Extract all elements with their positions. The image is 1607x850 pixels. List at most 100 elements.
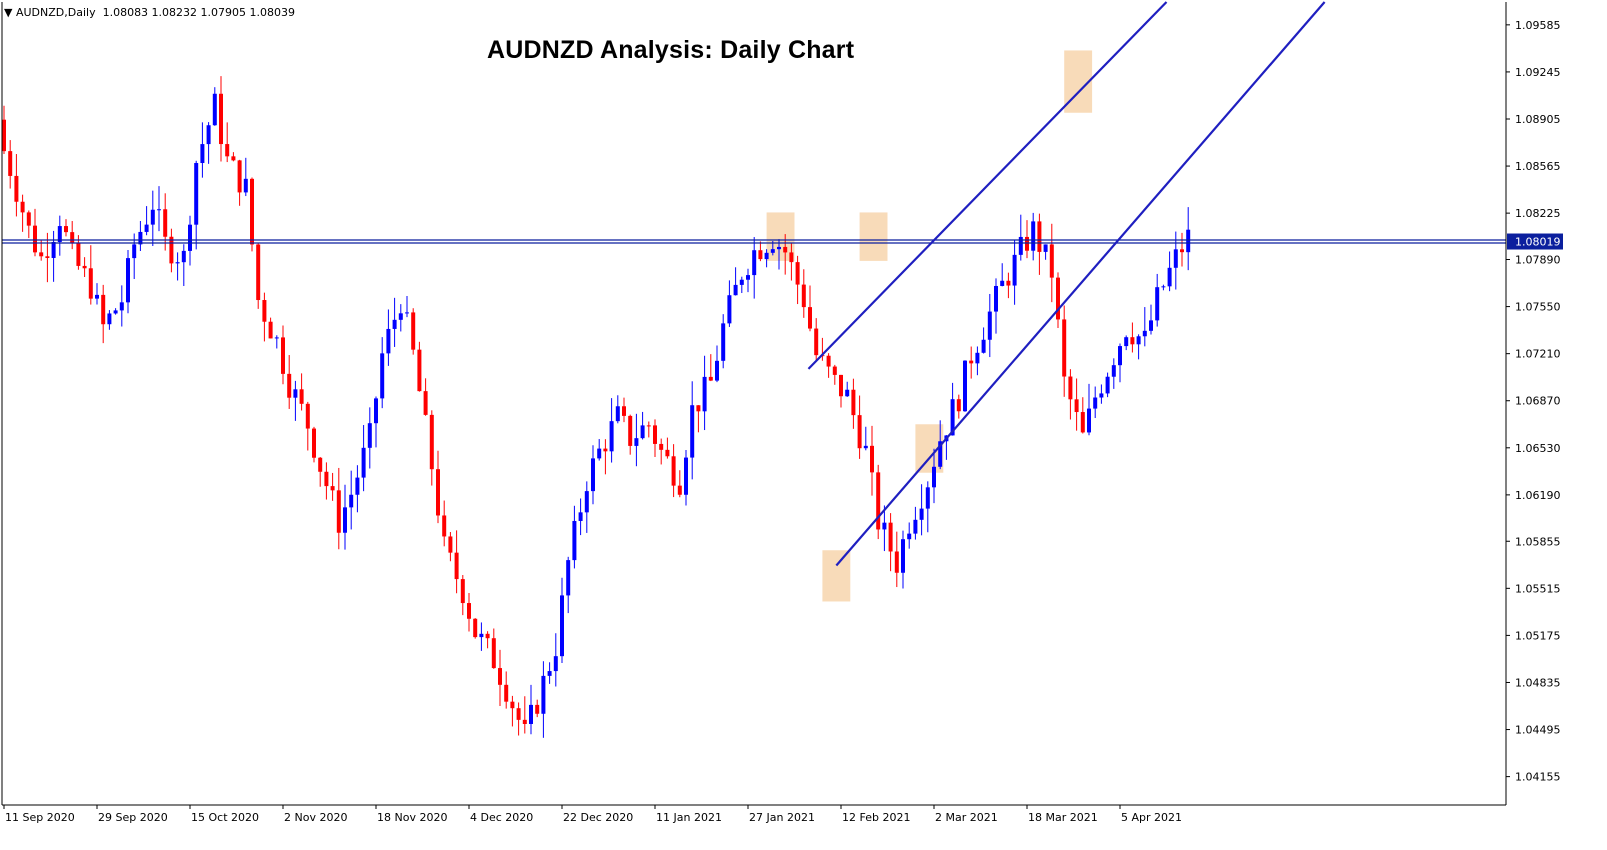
candle-body — [1006, 280, 1011, 286]
candle — [560, 577, 564, 664]
candle — [584, 481, 589, 533]
candle — [374, 396, 378, 448]
x-tick-label: 12 Feb 2021 — [842, 811, 910, 824]
candle — [1186, 207, 1191, 271]
candle — [851, 378, 856, 429]
candle — [423, 378, 428, 416]
candle-body — [653, 425, 657, 444]
y-tick-label: 1.05855 — [1515, 535, 1561, 548]
collapse-arrow-icon[interactable]: ▼ — [4, 6, 13, 19]
candle-body — [1087, 408, 1091, 433]
candle — [312, 426, 316, 463]
candle — [157, 186, 161, 232]
candle — [708, 354, 713, 382]
candle — [398, 304, 403, 332]
candle — [107, 310, 112, 330]
candle — [194, 160, 199, 250]
candle-body — [628, 415, 633, 446]
candle-body — [250, 178, 254, 245]
candle — [925, 481, 930, 533]
candle-body — [57, 226, 62, 242]
candle — [1031, 212, 1036, 261]
candle — [262, 292, 267, 342]
candle-body — [8, 151, 13, 176]
candle-body — [863, 445, 868, 449]
candle-body — [113, 310, 118, 314]
candle-body — [1043, 244, 1048, 252]
candle-body — [932, 466, 936, 488]
candle-body — [1068, 376, 1073, 400]
y-tick-label: 1.04495 — [1515, 724, 1561, 737]
candle — [150, 190, 155, 247]
candle-body — [491, 638, 496, 669]
candle-body — [814, 328, 819, 356]
candle — [677, 470, 682, 498]
candle-body — [1012, 254, 1017, 286]
candle-body — [1130, 337, 1135, 345]
candle-body — [26, 212, 31, 226]
candle-body — [479, 633, 484, 638]
candle — [684, 449, 688, 506]
candle-body — [429, 414, 434, 470]
candle — [20, 194, 25, 232]
trendline-lower-channel[interactable] — [835, 1, 1326, 567]
candle-body — [305, 403, 310, 429]
candle-body — [1056, 277, 1060, 320]
candle-body — [237, 160, 242, 193]
candle-body — [82, 265, 87, 269]
candle — [95, 283, 99, 305]
candle-body — [845, 389, 850, 397]
candle — [467, 593, 471, 632]
candle — [919, 484, 924, 536]
candle-body — [547, 671, 552, 676]
candle — [746, 268, 750, 293]
candle — [950, 382, 955, 436]
candle-body — [51, 241, 56, 258]
candle-body — [925, 487, 930, 509]
candle — [1043, 244, 1048, 260]
candle — [330, 472, 335, 501]
candle — [808, 285, 812, 332]
y-tick-label: 1.07890 — [1515, 254, 1561, 267]
candle — [541, 661, 546, 738]
candle-body — [454, 552, 459, 580]
candle — [33, 208, 37, 257]
candle-body — [169, 236, 174, 264]
candle-body — [70, 232, 75, 244]
candle — [76, 235, 81, 270]
candle — [386, 309, 391, 366]
candle-body — [45, 256, 50, 258]
candle-body — [1074, 399, 1079, 413]
y-tick-label: 1.05175 — [1515, 629, 1561, 642]
candle-body — [1093, 397, 1098, 409]
candle-body — [380, 353, 385, 399]
candle — [436, 450, 440, 524]
candle — [479, 622, 484, 651]
candle-body — [597, 448, 602, 459]
candle-body — [963, 360, 967, 412]
symbol-info-text: AUDNZD,Daily 1.08083 1.08232 1.07905 1.0… — [15, 6, 296, 19]
candle-body — [460, 579, 465, 604]
candle-body — [343, 507, 347, 533]
candle — [281, 325, 285, 385]
symbol-info: ▼ AUDNZD,Daily 1.08083 1.08232 1.07905 1… — [4, 6, 295, 19]
candle-body — [33, 225, 37, 253]
candle — [405, 295, 409, 318]
candle — [665, 437, 670, 459]
candle-body — [101, 294, 106, 325]
candle — [70, 221, 75, 250]
candle-body — [733, 284, 738, 296]
candle — [702, 355, 707, 431]
candle — [764, 249, 769, 268]
candle-body — [2, 119, 6, 152]
trendline-upper-channel[interactable] — [807, 1, 1168, 370]
candle-body — [603, 448, 608, 452]
candle — [206, 122, 211, 164]
candle-body — [417, 349, 422, 392]
candle — [615, 395, 620, 424]
y-tick-label: 1.06530 — [1515, 442, 1561, 455]
candle-body — [1186, 229, 1191, 253]
candle-body — [851, 389, 856, 416]
candle-body — [659, 443, 664, 450]
